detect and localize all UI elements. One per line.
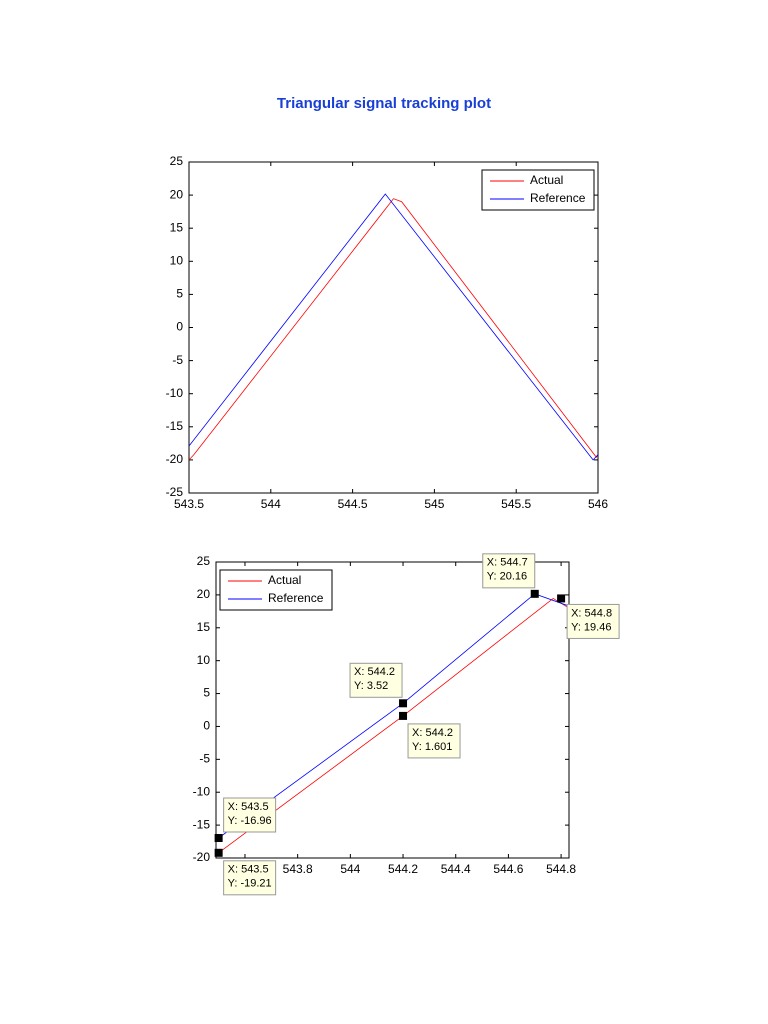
y-tick-label: 25 xyxy=(197,554,211,568)
datatip: X: 543.5 Y: -16.96 xyxy=(223,797,277,833)
chart-title: Triangular signal tracking plot xyxy=(277,95,491,112)
y-tick-label: -5 xyxy=(199,752,210,766)
datatip-box xyxy=(349,662,403,698)
datatip-marker xyxy=(399,699,408,708)
datatip-marker xyxy=(214,834,223,843)
x-tick-label: 544.4 xyxy=(441,862,471,876)
x-tick-label: 544 xyxy=(261,497,281,511)
datatip-text: X: 544.2 xyxy=(354,666,395,678)
legend-label: Reference xyxy=(530,191,586,205)
x-tick-label: 543.5 xyxy=(174,497,204,511)
datatip-text: Y: 3.52 xyxy=(354,680,388,692)
datatip-text: Y: 19.46 xyxy=(571,621,611,633)
y-tick-label: -20 xyxy=(166,452,184,466)
y-tick-label: 0 xyxy=(203,719,210,733)
plot-lines xyxy=(189,193,598,461)
x-tick-label: 544.2 xyxy=(388,862,418,876)
x-tick-label: 545 xyxy=(424,497,444,511)
x-tick-label: 543.8 xyxy=(283,862,313,876)
legend-label: Reference xyxy=(268,591,324,605)
x-tick-label: 544.6 xyxy=(493,862,523,876)
y-tick-label: -10 xyxy=(166,386,184,400)
datatip: X: 544.2 Y: 1.601 xyxy=(407,723,461,759)
datatip: X: 544.8 Y: 19.46 xyxy=(566,603,620,639)
y-tick-label: 10 xyxy=(170,253,184,267)
x-tick-label: 546 xyxy=(588,497,608,511)
datatip-text: Y: 1.601 xyxy=(412,741,452,753)
datatip-text: X: 544.8 xyxy=(571,607,612,619)
datatip-marker xyxy=(214,848,223,857)
datatip-marker xyxy=(399,711,408,720)
y-tick-label: -5 xyxy=(172,353,183,367)
datatip: X: 544.2 Y: 3.52 xyxy=(349,662,403,698)
datatip-box xyxy=(223,860,277,896)
datatip-box xyxy=(223,797,277,833)
x-tick-label: 544.8 xyxy=(546,862,576,876)
legend-box xyxy=(481,169,595,211)
datatip: X: 544.7 Y: 20.16 xyxy=(482,553,536,589)
plot-area xyxy=(188,161,599,494)
legend-box xyxy=(219,569,333,611)
y-tick-label: 15 xyxy=(197,620,211,634)
y-tick-label: 20 xyxy=(197,587,211,601)
datatip-text: Y: -19.21 xyxy=(228,878,272,890)
datatip-text: X: 544.7 xyxy=(487,557,528,569)
datatip-box xyxy=(566,603,620,639)
y-tick-label: -20 xyxy=(193,850,211,864)
legend-label: Actual xyxy=(530,173,563,187)
x-tick-label: 544 xyxy=(340,862,360,876)
datatip-text: X: 544.2 xyxy=(412,727,453,739)
legend-label: Actual xyxy=(268,573,301,587)
y-tick-label: 10 xyxy=(197,653,211,667)
series-line xyxy=(189,198,598,461)
y-tick-label: 15 xyxy=(170,220,184,234)
y-tick-label: 25 xyxy=(170,154,184,168)
datatip-marker xyxy=(530,589,539,598)
y-tick-label: 5 xyxy=(176,287,183,301)
x-tick-label: 545.5 xyxy=(501,497,531,511)
y-tick-label: -25 xyxy=(166,485,184,499)
y-tick-label: -10 xyxy=(193,784,211,798)
datatip-marker xyxy=(557,594,566,603)
x-tick-label: 544.5 xyxy=(338,497,368,511)
y-tick-label: -15 xyxy=(166,419,184,433)
datatip-text: Y: -16.96 xyxy=(228,815,272,827)
series-line xyxy=(189,193,598,461)
y-tick-label: -15 xyxy=(193,817,211,831)
datatip-box xyxy=(407,723,461,759)
datatip: X: 543.5 Y: -19.21 xyxy=(223,860,277,896)
y-tick-label: 0 xyxy=(176,320,183,334)
datatip-text: X: 543.5 xyxy=(228,801,269,813)
y-tick-label: 20 xyxy=(170,187,184,201)
y-tick-label: 5 xyxy=(203,686,210,700)
datatip-box xyxy=(482,553,536,589)
datatip-text: Y: 20.16 xyxy=(487,571,527,583)
datatip-text: X: 543.5 xyxy=(228,864,269,876)
